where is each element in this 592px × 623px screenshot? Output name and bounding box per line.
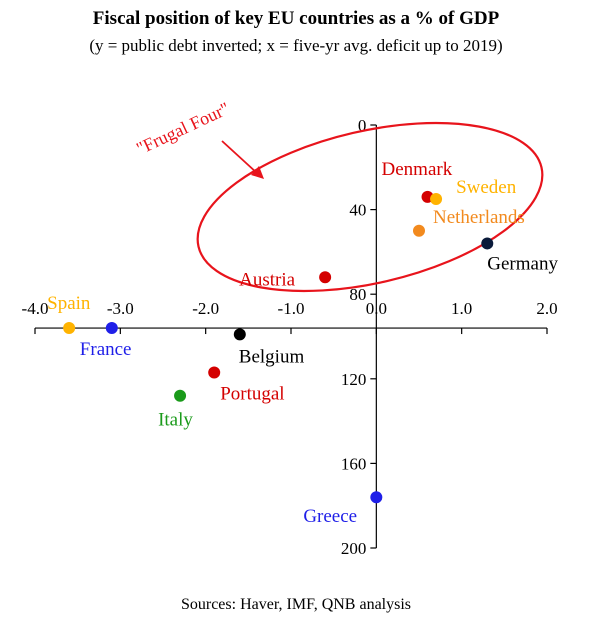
- y-tick-label: 200: [341, 539, 367, 558]
- frugal-four-arrow: [221, 140, 258, 174]
- point-portugal: [208, 366, 221, 379]
- chart-title: Fiscal position of key EU countries as a…: [92, 8, 500, 29]
- point-label-belgium: Belgium: [239, 346, 305, 367]
- y-tick-label: 120: [341, 370, 367, 389]
- point-label-italy: Italy: [158, 410, 193, 431]
- y-tick-label: 160: [341, 454, 367, 473]
- point-greece: [370, 491, 383, 504]
- x-tick-label: 2.0: [536, 299, 557, 318]
- frugal-four-arrowhead: [251, 166, 264, 179]
- point-label-portugal: Portugal: [220, 383, 284, 404]
- y-tick-label: 80: [349, 285, 366, 304]
- y-tick-label: 40: [349, 201, 366, 220]
- point-austria: [319, 271, 332, 284]
- frugal-four-label: "Frugal Four": [133, 98, 232, 158]
- x-tick-label: -1.0: [278, 299, 305, 318]
- frugal-four-ellipse: [196, 121, 544, 293]
- point-germany: [481, 237, 494, 250]
- x-tick-label: -4.0: [22, 299, 49, 318]
- point-italy: [174, 389, 187, 402]
- point-label-spain: Spain: [47, 293, 91, 314]
- point-label-france: France: [80, 339, 132, 360]
- point-label-sweden: Sweden: [456, 177, 517, 198]
- point-label-austria: Austria: [239, 269, 296, 290]
- point-netherlands: [413, 224, 425, 237]
- point-label-greece: Greece: [303, 506, 357, 527]
- point-label-germany: Germany: [487, 253, 558, 274]
- point-sweden: [430, 193, 443, 206]
- point-label-denmark: Denmark: [382, 159, 453, 180]
- x-tick-label: 0.0: [366, 299, 387, 318]
- point-label-netherlands: Netherlands: [433, 207, 525, 228]
- x-tick-label: 1.0: [451, 299, 472, 318]
- chart-subtitle: (y = public debt inverted; x = five-yr a…: [89, 36, 503, 55]
- x-tick-label: -2.0: [192, 299, 219, 318]
- y-tick-label: 0: [358, 116, 367, 135]
- point-spain: [63, 322, 76, 335]
- point-france: [105, 322, 118, 335]
- source-note: Sources: Haver, IMF, QNB analysis: [180, 596, 412, 613]
- point-belgium: [233, 328, 246, 341]
- x-tick-label: -3.0: [107, 299, 134, 318]
